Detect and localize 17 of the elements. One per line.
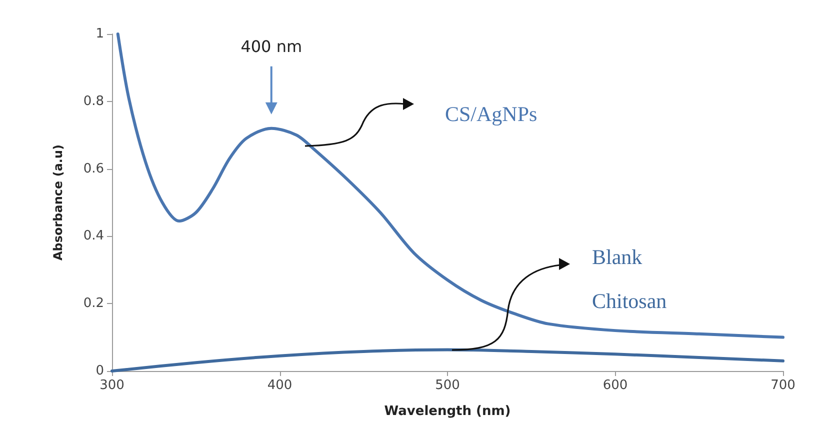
x-tick-label: 300 [100, 378, 124, 393]
y-tick-label: 0.2 [83, 296, 104, 312]
y-axis-title: Absorbance (a.u) [51, 144, 65, 261]
x-tick-label: 500 [435, 378, 460, 393]
y-tick-label: 1 [96, 26, 104, 42]
y-tick-label: 0.4 [83, 228, 104, 244]
x-tick-label: 700 [770, 378, 796, 393]
line-series [116, 32, 784, 339]
y-tick-label: 0.6 [83, 161, 104, 176]
x-axis-title: Wavelength (nm) [384, 404, 511, 419]
y-tick-label: 0 [96, 364, 104, 378]
y-tick-label: 0.8 [83, 94, 104, 109]
x-tick-label: 400 [267, 378, 292, 393]
annotation: 400 nm [240, 36, 302, 56]
series-label: Blank Chitosan [592, 245, 668, 313]
x-tick-label: 600 [602, 378, 628, 393]
text: CS/AgNPs [445, 102, 538, 126]
